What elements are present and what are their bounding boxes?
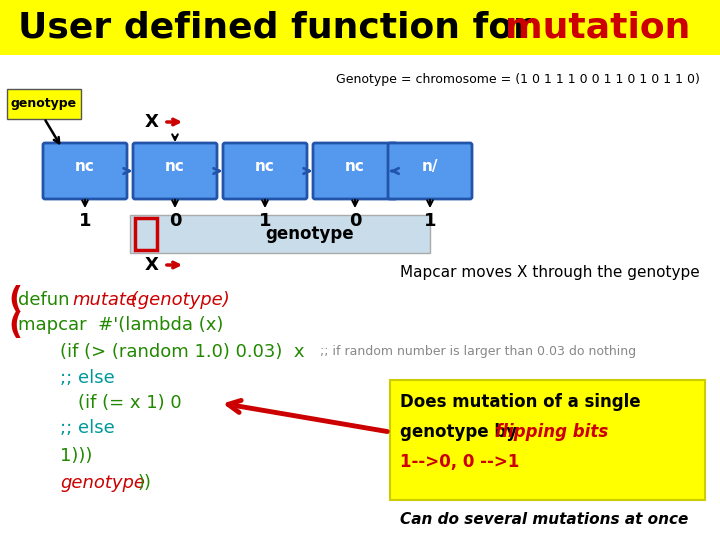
Bar — [135, 218, 157, 250]
Text: (: ( — [8, 286, 22, 314]
Text: Can do several mutations at once: Can do several mutations at once — [400, 512, 688, 528]
Text: genotype: genotype — [60, 474, 145, 492]
Bar — [130, 215, 430, 253]
Text: 0: 0 — [348, 212, 361, 230]
Text: mapcar  #'(lambda (x): mapcar #'(lambda (x) — [18, 316, 223, 334]
FancyBboxPatch shape — [388, 143, 472, 199]
Text: 1: 1 — [424, 212, 436, 230]
Bar — [390, 380, 705, 500]
Text: (genotype): (genotype) — [125, 291, 230, 309]
FancyBboxPatch shape — [133, 143, 217, 199]
Text: nc: nc — [165, 159, 185, 174]
Text: genotype: genotype — [266, 225, 354, 243]
Text: flipping bits: flipping bits — [495, 423, 608, 441]
Text: (if (= x 1) 0: (if (= x 1) 0 — [78, 394, 181, 412]
Text: (if (> (random 1.0) 0.03)  x: (if (> (random 1.0) 0.03) x — [60, 343, 305, 361]
Text: 1: 1 — [78, 212, 91, 230]
Text: Mapcar moves X through the genotype: Mapcar moves X through the genotype — [400, 265, 700, 280]
Text: X: X — [145, 256, 159, 274]
Text: mutate: mutate — [72, 291, 137, 309]
Text: 1-->0, 0 -->1: 1-->0, 0 -->1 — [400, 453, 519, 471]
Text: 1))): 1))) — [60, 447, 92, 465]
FancyBboxPatch shape — [313, 143, 397, 199]
Text: ;; else: ;; else — [60, 419, 114, 437]
Text: (: ( — [8, 310, 22, 340]
FancyBboxPatch shape — [43, 143, 127, 199]
FancyBboxPatch shape — [223, 143, 307, 199]
Text: User defined function for: User defined function for — [18, 10, 544, 44]
Text: nc: nc — [75, 159, 95, 174]
Text: n/: n/ — [422, 159, 438, 174]
FancyBboxPatch shape — [7, 89, 81, 119]
Text: 0: 0 — [168, 212, 181, 230]
Text: genotype: genotype — [11, 98, 77, 111]
Bar — [0, 0, 720, 55]
Text: genotype by: genotype by — [400, 423, 523, 441]
Text: mutation: mutation — [505, 10, 690, 44]
Text: Genotype = chromosome = (1 0 1 1 1 0 0 1 1 0 1 0 1 1 0): Genotype = chromosome = (1 0 1 1 1 0 0 1… — [336, 73, 700, 86]
Text: ;; if random number is larger than 0.03 do nothing: ;; if random number is larger than 0.03 … — [320, 346, 636, 359]
Text: X: X — [145, 113, 159, 131]
Text: defun: defun — [18, 291, 76, 309]
Text: )): )) — [138, 474, 152, 492]
Text: 1: 1 — [258, 212, 271, 230]
Text: Does mutation of a single: Does mutation of a single — [400, 393, 641, 411]
Text: nc: nc — [345, 159, 365, 174]
Text: nc: nc — [255, 159, 275, 174]
Text: ;; else: ;; else — [60, 369, 114, 387]
